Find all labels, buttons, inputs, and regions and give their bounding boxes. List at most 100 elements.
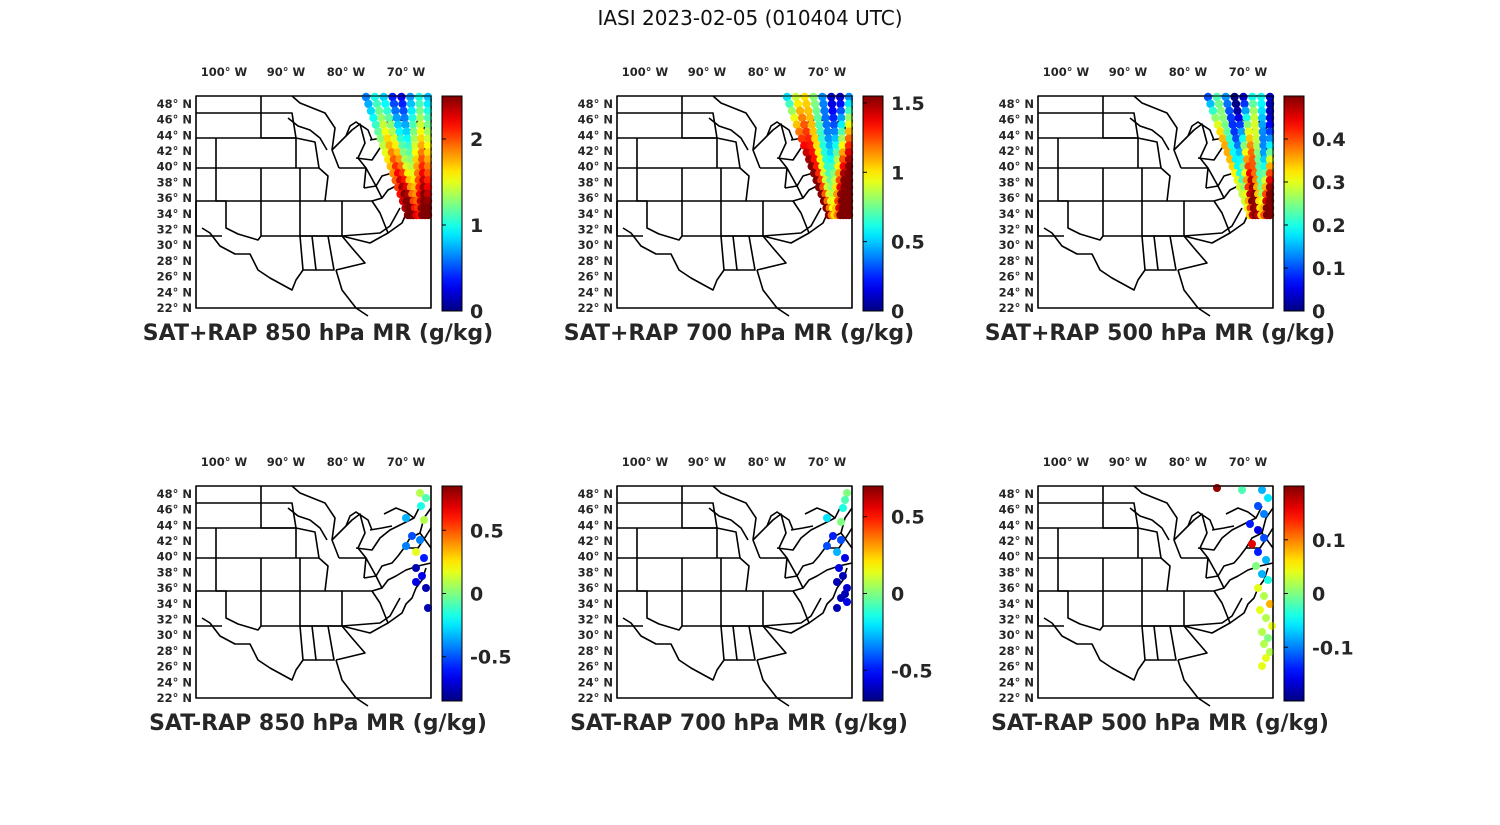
lat-tick-label: 42° N xyxy=(999,534,1034,548)
state-border xyxy=(291,95,340,169)
observation-point xyxy=(412,564,420,572)
lat-tick-label: 48° N xyxy=(157,487,192,501)
observation-point xyxy=(1256,92,1266,102)
observation-point xyxy=(787,106,797,116)
lat-tick-label: 36° N xyxy=(578,581,613,595)
lat-tick-label: 30° N xyxy=(157,238,192,252)
lat-tick-label: 28° N xyxy=(578,254,613,268)
observation-point xyxy=(1223,99,1232,109)
lon-tick-label: 100° W xyxy=(201,65,248,79)
state-border xyxy=(1043,227,1146,291)
map-panel-6: 48° N 46° N44° N 42° N 40° N38° N 36° N 34° N… xyxy=(991,455,1354,736)
state-border xyxy=(804,507,836,519)
state-border xyxy=(1129,117,1170,151)
observation-point xyxy=(388,127,397,136)
state-border xyxy=(749,625,787,661)
lon-tick-label: 80° W xyxy=(748,65,787,79)
observation-point xyxy=(1257,106,1267,116)
observation-point xyxy=(408,113,417,123)
observation-point xyxy=(835,564,843,572)
observation-point xyxy=(423,210,433,220)
state-border xyxy=(371,587,383,592)
lon-tick-label: 100° W xyxy=(622,65,669,79)
colorbar-tick-label: 2 xyxy=(470,129,483,151)
observation-point xyxy=(809,127,818,136)
observation-point xyxy=(1243,120,1252,129)
state-border xyxy=(328,235,366,271)
lat-tick-label: 38° N xyxy=(999,565,1034,579)
observation-point xyxy=(1250,120,1260,129)
observation-point xyxy=(1227,141,1236,150)
colorbar-tick-label: -0.5 xyxy=(891,660,933,682)
observation-point xyxy=(1248,540,1256,548)
state-border xyxy=(1183,597,1243,627)
observation-point xyxy=(1257,99,1266,109)
observation-point xyxy=(844,92,854,102)
observation-point xyxy=(802,127,811,136)
observation-point xyxy=(423,127,433,136)
lat-tick-label: 26° N xyxy=(157,270,192,284)
state-border xyxy=(215,168,262,202)
observation-point xyxy=(387,148,396,157)
observation-point xyxy=(811,134,820,143)
lat-tick-label: 30° N xyxy=(578,628,613,642)
observation-point xyxy=(420,554,428,562)
panel-sat-rap-500-sum: 48° N 46° N 44° N 42° N 40° N 38° N 36° N 34° N… xyxy=(962,58,1382,362)
observation-point xyxy=(844,210,854,220)
state-border xyxy=(1154,235,1177,271)
observation-point xyxy=(397,92,406,102)
state-border xyxy=(312,625,335,661)
observation-point xyxy=(792,120,802,129)
observation-point xyxy=(844,196,854,206)
state-border xyxy=(786,167,798,187)
observation-point xyxy=(1238,486,1246,494)
colorbar-tick-label: -0.1 xyxy=(1312,637,1354,659)
lat-tick-label: 38° N xyxy=(578,565,613,579)
lat-tick-label: 38° N xyxy=(578,175,613,189)
observation-point xyxy=(383,106,392,116)
observation-point xyxy=(810,99,820,109)
observation-point xyxy=(841,554,849,562)
observation-point xyxy=(800,141,809,150)
colorbar-tick-label: -0.5 xyxy=(470,647,512,669)
map-panel-1: 48° N 46° N44° N 42° N 40° N38° N 36° N 34° N… xyxy=(143,65,493,346)
observation-point xyxy=(1238,134,1248,143)
panel-sat-rap-500-diff: 48° N 46° N 44° N 42° N 40° N 38° N 36° N 34° N… xyxy=(962,448,1382,752)
observation-point xyxy=(831,134,840,143)
observation-point xyxy=(374,127,383,136)
state-border xyxy=(1154,625,1177,661)
lat-tick-label: 32° N xyxy=(157,222,192,236)
observation-point xyxy=(379,141,388,150)
observation-scatter xyxy=(782,92,854,220)
colorbar-tick-label: 0.5 xyxy=(470,520,504,542)
panel-title: SAT+RAP 850 hPa MR (g/kg) xyxy=(143,321,493,346)
observation-point xyxy=(400,113,409,123)
state-border xyxy=(1057,558,1104,592)
observation-point xyxy=(1258,662,1266,670)
state-border xyxy=(756,659,790,707)
observation-point xyxy=(812,141,822,150)
observation-point xyxy=(1262,654,1270,662)
lat-tick-label: 40° N xyxy=(999,160,1034,174)
observation-point xyxy=(370,92,380,102)
observation-point xyxy=(1221,120,1230,129)
state-border xyxy=(1177,269,1211,317)
lat-tick-label: 46° N xyxy=(157,503,192,517)
observation-point xyxy=(1249,106,1258,116)
observation-point xyxy=(391,106,400,116)
observation-point xyxy=(839,572,847,580)
state-border xyxy=(1211,525,1235,531)
observation-point xyxy=(1262,614,1270,622)
observation-point xyxy=(1265,162,1275,171)
state-border xyxy=(1103,557,1143,592)
observation-point xyxy=(406,99,416,109)
observation-point xyxy=(398,99,407,109)
state-border xyxy=(300,167,329,202)
observation-point xyxy=(416,127,426,136)
observation-point xyxy=(396,134,406,143)
observation-point xyxy=(372,99,382,109)
observation-point xyxy=(1240,141,1249,150)
lat-tick-label: 46° N xyxy=(578,503,613,517)
colorbar-tick-label: 0 xyxy=(1312,301,1325,323)
observation-point xyxy=(1246,520,1254,528)
